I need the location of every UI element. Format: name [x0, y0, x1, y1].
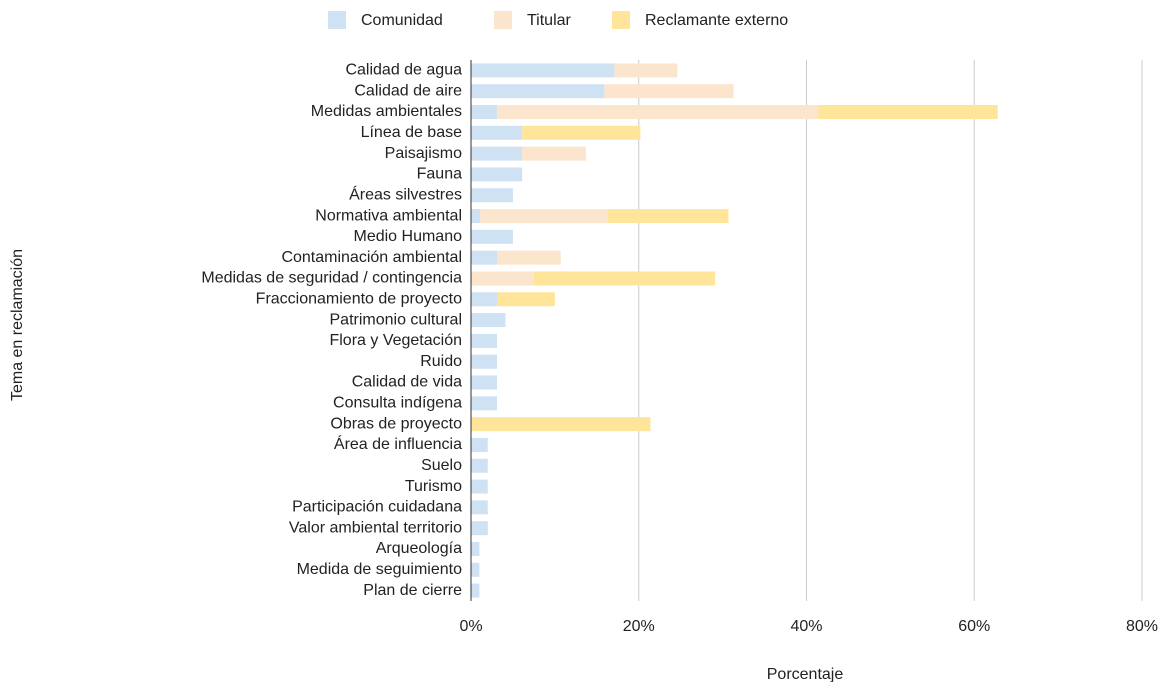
bar-segment — [471, 146, 523, 161]
bar-segment — [522, 125, 641, 140]
y-tick-label: Medio Humano — [354, 228, 463, 245]
bar-segment — [471, 292, 498, 307]
bar-segment — [471, 333, 498, 348]
bar-segment — [471, 583, 480, 598]
bar-segment — [497, 105, 819, 120]
y-tick-label: Fauna — [417, 166, 462, 183]
x-tick-label: 60% — [958, 618, 990, 635]
bar-segment — [471, 209, 481, 224]
x-tick-label: 80% — [1126, 618, 1158, 635]
y-tick-label: Medidas ambientales — [311, 103, 462, 120]
bar-segment — [607, 209, 729, 224]
bar-segment — [471, 354, 498, 369]
bar-segment — [471, 375, 498, 390]
bar-segment — [471, 271, 534, 286]
legend-swatch — [494, 11, 512, 29]
bar-segment — [471, 84, 605, 99]
bar-segment — [471, 562, 480, 577]
bar-segment — [471, 105, 498, 120]
bar-segment — [533, 271, 716, 286]
legend-label: Comunidad — [361, 12, 443, 29]
legend-swatch — [612, 11, 630, 29]
legend-label: Reclamante externo — [645, 12, 788, 29]
bar-segment — [471, 437, 488, 452]
y-axis-label: Tema en reclamación — [9, 249, 26, 401]
y-tick-label: Participación cuidadana — [292, 499, 462, 516]
y-tick-label: Calidad de agua — [345, 62, 462, 79]
y-tick-label: Obras de proyecto — [330, 415, 462, 432]
y-tick-label: Áreas silvestres — [349, 184, 462, 203]
bar-segment — [471, 229, 513, 244]
bar-segment — [471, 417, 651, 432]
y-tick-label: Medida de seguimiento — [297, 561, 463, 578]
y-tick-label: Consulta indígena — [333, 395, 462, 412]
y-tick-label: Contaminación ambiental — [281, 249, 462, 266]
bar-segment — [471, 479, 488, 494]
bar-segment — [480, 209, 608, 224]
x-tick-label: 40% — [790, 618, 822, 635]
y-tick-label: Valor ambiental territorio — [289, 519, 462, 536]
bar-segment — [497, 250, 561, 265]
y-tick-label: Suelo — [421, 457, 462, 474]
y-tick-label: Turismo — [405, 478, 462, 495]
y-tick-label: Normativa ambiental — [315, 207, 462, 224]
bar-segment — [818, 105, 998, 120]
bar-segment — [471, 63, 615, 78]
bar-segment — [614, 63, 678, 78]
x-axis-label: Porcentaje — [767, 666, 844, 682]
x-tick-label: 20% — [623, 618, 655, 635]
y-tick-label: Calidad de aire — [354, 82, 462, 99]
legend-label: Titular — [527, 12, 572, 29]
y-tick-label: Línea de base — [361, 124, 463, 141]
y-tick-label: Patrimonio cultural — [330, 311, 463, 328]
y-tick-label: Medidas de seguridad / contingencia — [201, 270, 462, 287]
bar-segment — [471, 541, 480, 556]
bar-segment — [471, 167, 523, 182]
y-tick-label: Calidad de vida — [352, 374, 462, 391]
x-tick-label: 0% — [459, 618, 482, 635]
bar-segment — [497, 292, 555, 307]
y-tick-label: Flora y Vegetación — [329, 332, 462, 349]
legend-swatch — [328, 11, 346, 29]
bar-segment — [604, 84, 734, 99]
y-tick-label: Fraccionamiento de proyecto — [256, 291, 462, 308]
bar-segment — [471, 458, 488, 473]
bar-segment — [471, 188, 513, 203]
y-tick-label: Ruido — [420, 353, 462, 370]
bar-segment — [471, 250, 498, 265]
y-tick-label: Área de influencia — [334, 434, 462, 453]
y-tick-label: Arqueología — [376, 540, 462, 557]
y-tick-label: Plan de cierre — [363, 582, 462, 599]
bar-segment — [522, 146, 586, 161]
bar-segment — [471, 125, 523, 140]
bar-segment — [471, 521, 488, 536]
bar-segment — [471, 313, 506, 328]
y-tick-label: Paisajismo — [385, 145, 462, 162]
bar-segment — [471, 500, 488, 515]
bar-segment — [471, 396, 498, 411]
